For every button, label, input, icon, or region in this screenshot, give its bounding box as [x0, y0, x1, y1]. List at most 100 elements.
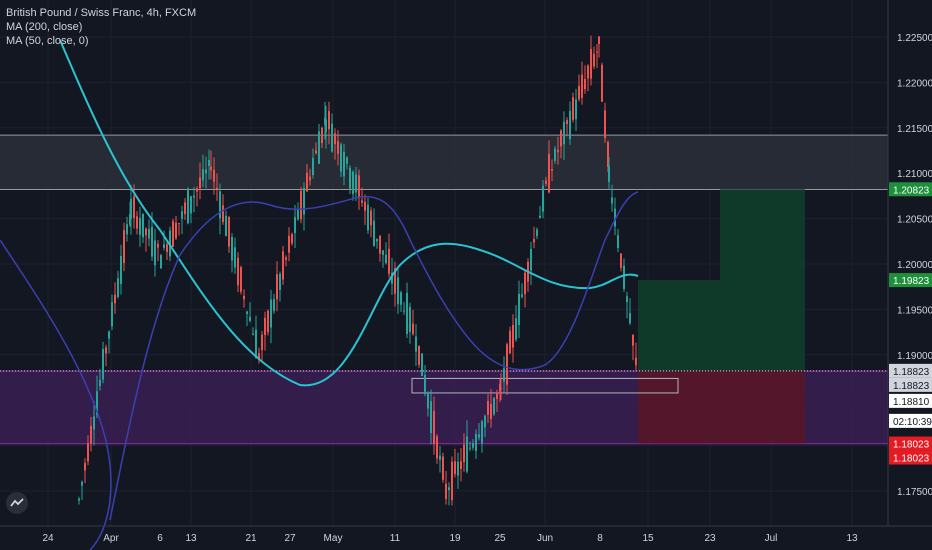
candle-body [530, 249, 532, 271]
candle-body [623, 265, 625, 290]
candle-body [276, 274, 278, 300]
candle-body [325, 119, 327, 133]
candle-body [172, 221, 174, 247]
candle-body [500, 388, 502, 390]
y-tick-label: 1.21500 [897, 124, 932, 135]
x-tick-label: 11 [390, 533, 401, 544]
candle-body [255, 329, 257, 359]
candle-body [343, 151, 345, 177]
candle-body [490, 403, 492, 419]
candle-body [601, 64, 603, 102]
candle-body [288, 235, 290, 253]
candle-body [93, 416, 95, 430]
candle-body [469, 447, 471, 449]
candle-body [282, 251, 284, 280]
candle-body [499, 384, 501, 392]
price-tag-label: 1.18023 [893, 454, 930, 465]
candle-body [114, 294, 116, 304]
symbol-title[interactable]: British Pound / Swiss Franc, 4h, FXCM [6, 7, 197, 19]
candle-body [457, 461, 459, 476]
candle-body [126, 224, 128, 235]
candle-body [216, 187, 218, 190]
price-tags: 1.20823 1.19823 1.18823 1.18823 1.18810 02:10… [889, 182, 932, 465]
candle-body [318, 131, 320, 164]
x-tick-label: Apr [103, 533, 119, 544]
stop-zone [638, 370, 805, 444]
candle-body [210, 166, 212, 171]
candle-body [608, 165, 610, 182]
candle-body [403, 310, 405, 312]
candle-body [545, 180, 547, 184]
candle-body [321, 127, 323, 144]
candle-body [424, 375, 426, 395]
candle-body [249, 317, 251, 321]
x-tick-label: 25 [494, 533, 506, 544]
candle-body [484, 415, 486, 428]
chart-legend: British Pound / Swiss Franc, 4h, FXCM MA… [6, 6, 196, 48]
x-tick-label: 23 [704, 533, 716, 544]
candle-body [178, 223, 180, 225]
x-axis: 24 Apr 6 13 21 27 May 11 19 25 Jun 8 15 23 Jul 13 [42, 533, 858, 544]
candle-body [463, 444, 465, 463]
candle-body [382, 250, 384, 255]
candle-body [418, 345, 420, 365]
candle-body [199, 177, 201, 189]
candle-body [300, 190, 302, 220]
candle-body [297, 209, 299, 220]
candle-body [202, 169, 204, 181]
x-tick-label: 13 [846, 533, 858, 544]
candle-body [84, 462, 86, 471]
candle-body [157, 243, 159, 248]
ma200-legend[interactable]: MA (200, close) [6, 21, 83, 33]
candle-body [306, 172, 308, 192]
candle-body [421, 353, 423, 376]
candle-body [566, 120, 568, 124]
candle-body [521, 294, 523, 297]
grid [0, 0, 888, 526]
candle-body [90, 426, 92, 444]
candle-body [285, 257, 287, 260]
candle-body [604, 110, 606, 139]
price-tag-countdown [889, 413, 932, 428]
y-tick-label: 1.22500 [897, 33, 932, 44]
candle-body [258, 353, 260, 360]
ma50-legend[interactable]: MA (50, close, 0) [6, 35, 89, 47]
candle-body [563, 121, 565, 145]
candle-body [291, 234, 293, 244]
candle-body [349, 167, 351, 189]
candle-body [270, 299, 272, 328]
candle-body [409, 306, 411, 332]
candle-body [539, 215, 541, 219]
candle-body [493, 397, 495, 415]
candle-body [430, 401, 432, 434]
candle-body [117, 278, 119, 298]
candle-body [397, 277, 399, 305]
tradingview-logo-icon[interactable] [6, 492, 28, 514]
candle-body [512, 324, 514, 348]
candle-body [376, 238, 378, 242]
candle-body [394, 268, 396, 294]
ma200-line [59, 39, 639, 387]
candle-body [187, 188, 189, 224]
price-tag-partial [889, 273, 932, 288]
price-tag-entry [889, 363, 932, 378]
candle-body [145, 228, 147, 236]
candle-body [222, 205, 224, 222]
candle-body [105, 347, 107, 354]
candle-body [611, 197, 613, 204]
candle-body [190, 196, 192, 214]
candle-body [445, 483, 447, 499]
x-tick-label: 21 [245, 533, 257, 544]
candle-body [379, 235, 381, 254]
y-tick-label: 1.19000 [897, 351, 932, 362]
candle-body [569, 110, 571, 140]
y-tick-label: 1.22000 [897, 78, 932, 89]
candle-body [572, 97, 574, 120]
candle-body [279, 273, 281, 290]
price-tag-entry [889, 377, 932, 392]
candle-body [334, 133, 336, 145]
candle-body [475, 433, 477, 451]
candle-body [228, 216, 230, 247]
candle-body [142, 213, 144, 238]
